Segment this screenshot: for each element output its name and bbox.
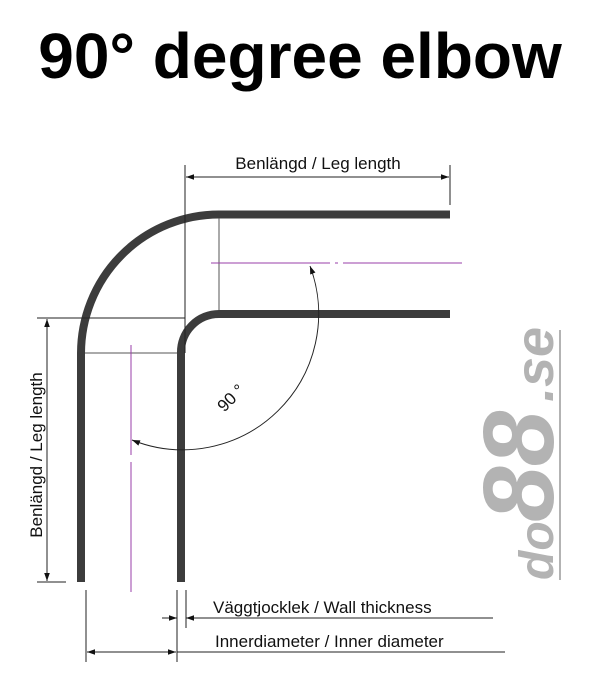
tube-outline [77, 210, 450, 582]
centerlines [130, 262, 462, 592]
wall-thickness-label: Väggtjocklek / Wall thickness [213, 598, 432, 617]
inner-diameter-label: Innerdiameter / Inner diameter [215, 632, 444, 651]
outer-wall [77, 210, 450, 582]
svg-text:do: do [511, 521, 564, 580]
inner-wall [176, 310, 450, 582]
joint-lines [85, 218, 220, 354]
svg-text:88: 88 [463, 410, 575, 522]
angle-label: 90 ° [214, 381, 249, 416]
bottom-dimensions [85, 590, 505, 662]
do88-logo: do 88 .se [463, 327, 575, 580]
top-leg-dimension [184, 165, 451, 353]
side-leg-dimension [37, 317, 185, 583]
top-leg-length-label: Benlängd / Leg length [235, 154, 400, 173]
page-title: 90° degree elbow [38, 20, 562, 92]
angle-arc [131, 265, 320, 451]
side-leg-length-label: Benlängd / Leg length [27, 372, 46, 537]
svg-text:.se: .se [505, 327, 565, 402]
